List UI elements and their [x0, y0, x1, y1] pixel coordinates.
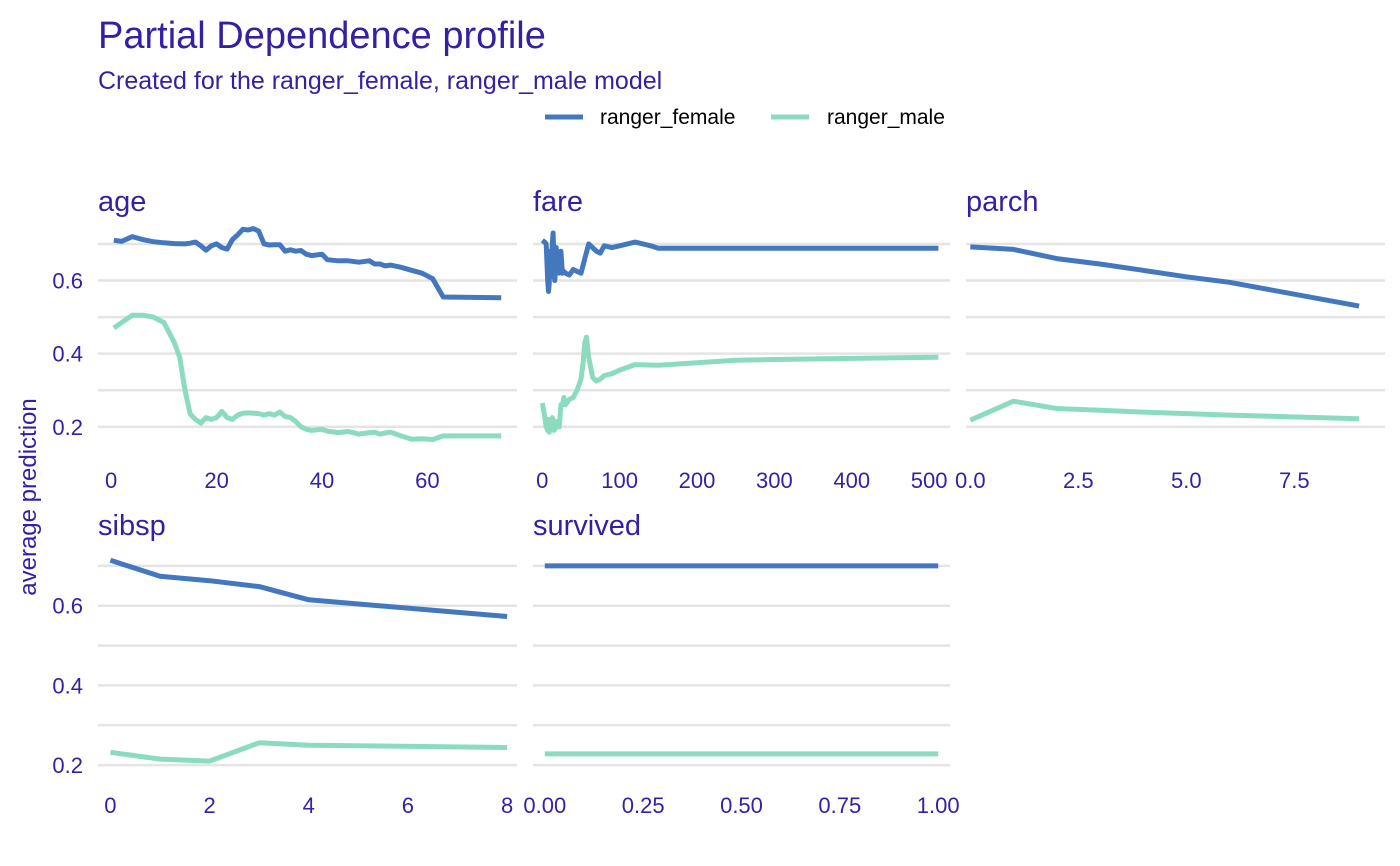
series-line-ranger-female-fare	[540, 230, 939, 294]
x-tick-label-sibsp: 0	[104, 793, 116, 818]
x-tick-label-sibsp: 8	[501, 793, 513, 818]
y-axis-label: average prediction	[15, 398, 42, 595]
x-tick-label-age: 20	[204, 468, 228, 493]
panel-parch: parch 0.0 2.5 5.0 7.5	[955, 186, 1385, 493]
x-tick-label-sibsp: 4	[303, 793, 315, 818]
x-tick-label-sibsp: 2	[203, 793, 215, 818]
x-tick-label-age: 0	[105, 468, 117, 493]
panel-title-sibsp: sibsp	[98, 510, 166, 542]
x-tick-label-survived: 0.25	[622, 793, 665, 818]
y-tick-label-sibsp: 0.6	[52, 594, 83, 619]
panel-title-parch: parch	[966, 186, 1039, 218]
x-tick-label-fare: 400	[833, 468, 870, 493]
x-tick-label-fare: 0	[536, 468, 548, 493]
panel-age: age 0.2 0.4 0.6 0 20 40 60	[52, 186, 517, 493]
x-tick-label-parch: 5.0	[1171, 468, 1202, 493]
legend-label-ranger-male: ranger_male	[827, 106, 945, 129]
x-tick-label-fare: 100	[601, 468, 638, 493]
legend-label-ranger-female: ranger_female	[600, 106, 735, 129]
series-line-ranger-female-age	[113, 226, 502, 301]
x-tick-label-survived: 0.00	[523, 793, 566, 818]
series-line-ranger-male-age	[112, 312, 502, 442]
x-tick-label-age: 40	[310, 468, 334, 493]
y-tick-label-age: 0.2	[52, 415, 83, 440]
x-tick-label-survived: 0.75	[818, 793, 861, 818]
panel-fare: fare 0 100 200 300 400 500	[533, 186, 950, 493]
series-line-ranger-male-fare	[539, 334, 939, 435]
series-line-ranger-male-sibsp	[110, 740, 508, 764]
panel-title-age: age	[98, 186, 146, 218]
y-tick-label-sibsp: 0.2	[52, 753, 83, 778]
panel-survived: survived 0.00 0.25 0.50 0.75 1.00	[523, 510, 959, 818]
chart-title: Partial Dependence profile	[98, 15, 546, 57]
y-tick-label-age: 0.4	[52, 342, 83, 367]
x-tick-label-sibsp: 6	[402, 793, 414, 818]
y-tick-label-age: 0.6	[52, 269, 83, 294]
x-tick-label-survived: 1.00	[917, 793, 960, 818]
y-tick-label-sibsp: 0.4	[52, 673, 83, 698]
panel-sibsp: sibsp 0.2 0.4 0.6 0 2 4 6 8	[52, 510, 517, 818]
x-tick-label-survived: 0.50	[720, 793, 763, 818]
x-tick-label-fare: 200	[679, 468, 716, 493]
legend: ranger_female ranger_male	[545, 106, 945, 129]
x-tick-label-parch: 2.5	[1063, 468, 1094, 493]
series-line-ranger-female-parch	[970, 244, 1360, 309]
x-tick-label-age: 60	[415, 468, 439, 493]
panel-title-fare: fare	[533, 186, 583, 218]
panel-title-survived: survived	[533, 510, 641, 542]
x-tick-label-parch: 0.0	[955, 468, 986, 493]
x-tick-label-parch: 7.5	[1279, 468, 1310, 493]
x-tick-label-fare: 500	[911, 468, 948, 493]
series-line-ranger-female-sibsp	[109, 557, 508, 619]
x-tick-label-fare: 300	[756, 468, 793, 493]
chart-subtitle: Created for the ranger_female, ranger_ma…	[98, 67, 662, 95]
series-line-ranger-male-parch	[969, 398, 1360, 423]
